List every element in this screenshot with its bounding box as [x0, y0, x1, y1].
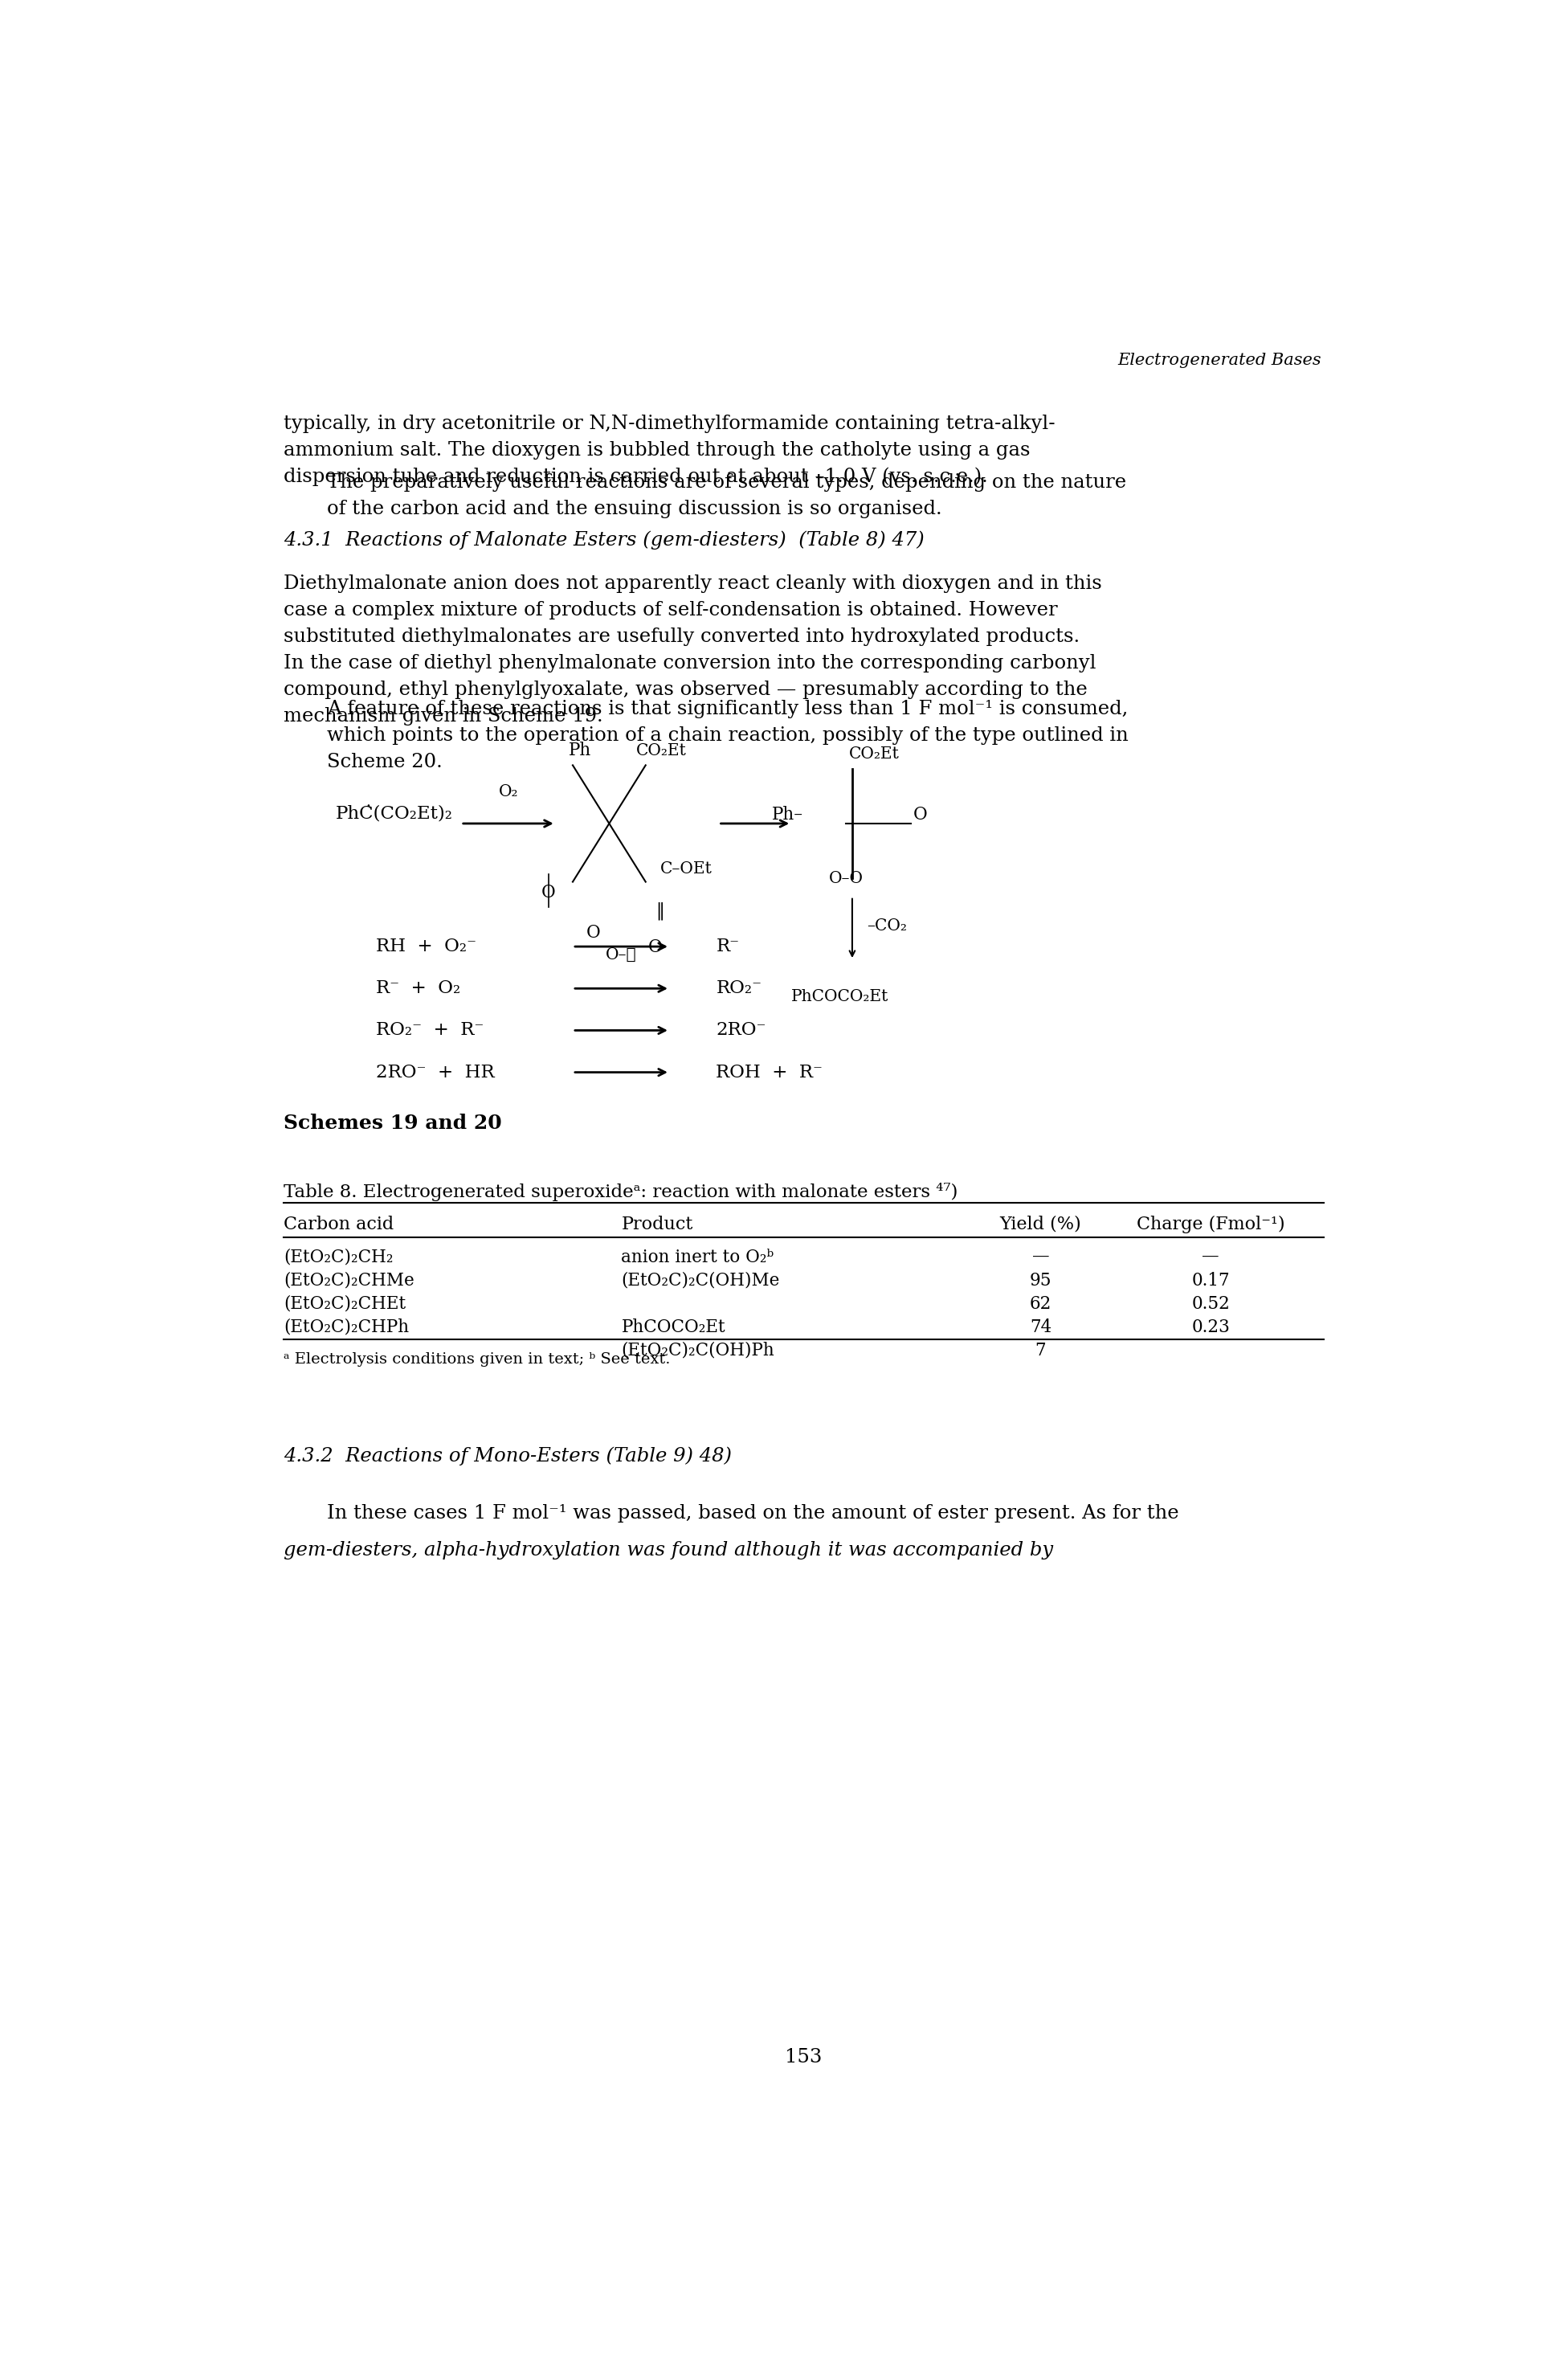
- Text: CO₂Et: CO₂Et: [637, 743, 687, 757]
- Text: 62: 62: [1030, 1295, 1052, 1314]
- Text: anion inert to O₂ᵇ: anion inert to O₂ᵇ: [621, 1247, 775, 1266]
- Text: Ph–: Ph–: [771, 805, 804, 824]
- Text: Ph: Ph: [568, 741, 591, 760]
- Text: (EtO₂C)₂CHMe: (EtO₂C)₂CHMe: [284, 1271, 414, 1290]
- Text: CO₂Et: CO₂Et: [848, 746, 900, 762]
- Text: R⁻  +  O₂: R⁻ + O₂: [376, 980, 461, 997]
- Text: Electrogenerated Bases: Electrogenerated Bases: [1118, 353, 1322, 367]
- Text: 4.3.2  Reactions of Mono-Esters (Table 9) 48): 4.3.2 Reactions of Mono-Esters (Table 9)…: [284, 1446, 732, 1465]
- Text: The preparatively useful reactions are of several types, depending on the nature: The preparatively useful reactions are o…: [328, 473, 1126, 518]
- Text: (EtO₂C)₂C(OH)Ph: (EtO₂C)₂C(OH)Ph: [621, 1342, 775, 1359]
- Text: ROH  +  R⁻: ROH + R⁻: [717, 1063, 823, 1082]
- Text: Schemes 19 and 20: Schemes 19 and 20: [284, 1112, 502, 1131]
- Text: —: —: [1203, 1247, 1220, 1266]
- Text: Diethylmalonate anion does not apparently react cleanly with dioxygen and in thi: Diethylmalonate anion does not apparentl…: [284, 575, 1102, 724]
- Text: O: O: [586, 923, 601, 942]
- Text: 0.23: 0.23: [1192, 1318, 1229, 1335]
- Text: ‖: ‖: [655, 902, 665, 921]
- Text: Product: Product: [621, 1214, 693, 1233]
- Text: 4.3.1  Reactions of Malonate Esters (gem-diesters)  (Table 8) 47): 4.3.1 Reactions of Malonate Esters (gem-…: [284, 530, 924, 549]
- Text: O–O: O–O: [829, 871, 864, 885]
- Text: A feature of these reactions is that significantly less than 1 F mol⁻¹ is consum: A feature of these reactions is that sig…: [328, 701, 1129, 772]
- Text: –CO₂: –CO₂: [867, 918, 906, 933]
- Text: O: O: [648, 940, 662, 956]
- Text: RO₂⁻  +  R⁻: RO₂⁻ + R⁻: [376, 1023, 485, 1039]
- Text: PhĊ(CO₂Et)₂: PhĊ(CO₂Et)₂: [336, 805, 453, 824]
- Text: —: —: [1032, 1247, 1049, 1266]
- Text: O–⏞: O–⏞: [605, 947, 637, 963]
- Text: O: O: [541, 883, 555, 902]
- Text: typically, in dry acetonitrile or N,N-dimethylformamide containing tetra-alkyl-
: typically, in dry acetonitrile or N,N-di…: [284, 414, 1055, 485]
- Text: 0.52: 0.52: [1192, 1295, 1229, 1314]
- Text: Carbon acid: Carbon acid: [284, 1214, 394, 1233]
- Text: O₂: O₂: [499, 783, 517, 800]
- Text: (EtO₂C)₂C(OH)Me: (EtO₂C)₂C(OH)Me: [621, 1271, 779, 1290]
- Text: In these cases 1 F mol⁻¹ was passed, based on the amount of ester present. As fo: In these cases 1 F mol⁻¹ was passed, bas…: [328, 1505, 1179, 1522]
- Text: 0.17: 0.17: [1192, 1271, 1229, 1290]
- Text: 7: 7: [1035, 1342, 1046, 1359]
- Text: R⁻: R⁻: [717, 937, 740, 956]
- Text: PhCOCO₂Et: PhCOCO₂Et: [792, 989, 889, 1004]
- Text: (EtO₂C)₂CH₂: (EtO₂C)₂CH₂: [284, 1247, 394, 1266]
- Text: 95: 95: [1030, 1271, 1052, 1290]
- Text: 2RO⁻: 2RO⁻: [717, 1023, 767, 1039]
- Text: gem-diesters, alpha-hydroxylation was found although it was accompanied by: gem-diesters, alpha-hydroxylation was fo…: [284, 1541, 1054, 1560]
- Text: (EtO₂C)₂CHPh: (EtO₂C)₂CHPh: [284, 1318, 409, 1335]
- Text: Charge (Fmol⁻¹): Charge (Fmol⁻¹): [1137, 1214, 1284, 1233]
- Text: RO₂⁻: RO₂⁻: [717, 980, 762, 997]
- Text: PhCOCO₂Et: PhCOCO₂Et: [621, 1318, 726, 1335]
- Text: ᵃ Electrolysis conditions given in text; ᵇ See text.: ᵃ Electrolysis conditions given in text;…: [284, 1352, 670, 1366]
- Text: 2RO⁻  +  HR: 2RO⁻ + HR: [376, 1063, 494, 1082]
- Text: 74: 74: [1030, 1318, 1052, 1335]
- Text: Yield (%): Yield (%): [1000, 1214, 1082, 1233]
- Text: (EtO₂C)₂CHEt: (EtO₂C)₂CHEt: [284, 1295, 406, 1314]
- Text: C–OEt: C–OEt: [660, 862, 712, 876]
- Text: Table 8. Electrogenerated superoxideᵃ: reaction with malonate esters ⁴⁷): Table 8. Electrogenerated superoxideᵃ: r…: [284, 1184, 958, 1200]
- Text: RH  +  O₂⁻: RH + O₂⁻: [376, 937, 477, 956]
- Text: O: O: [913, 805, 927, 824]
- Text: 153: 153: [786, 2047, 822, 2066]
